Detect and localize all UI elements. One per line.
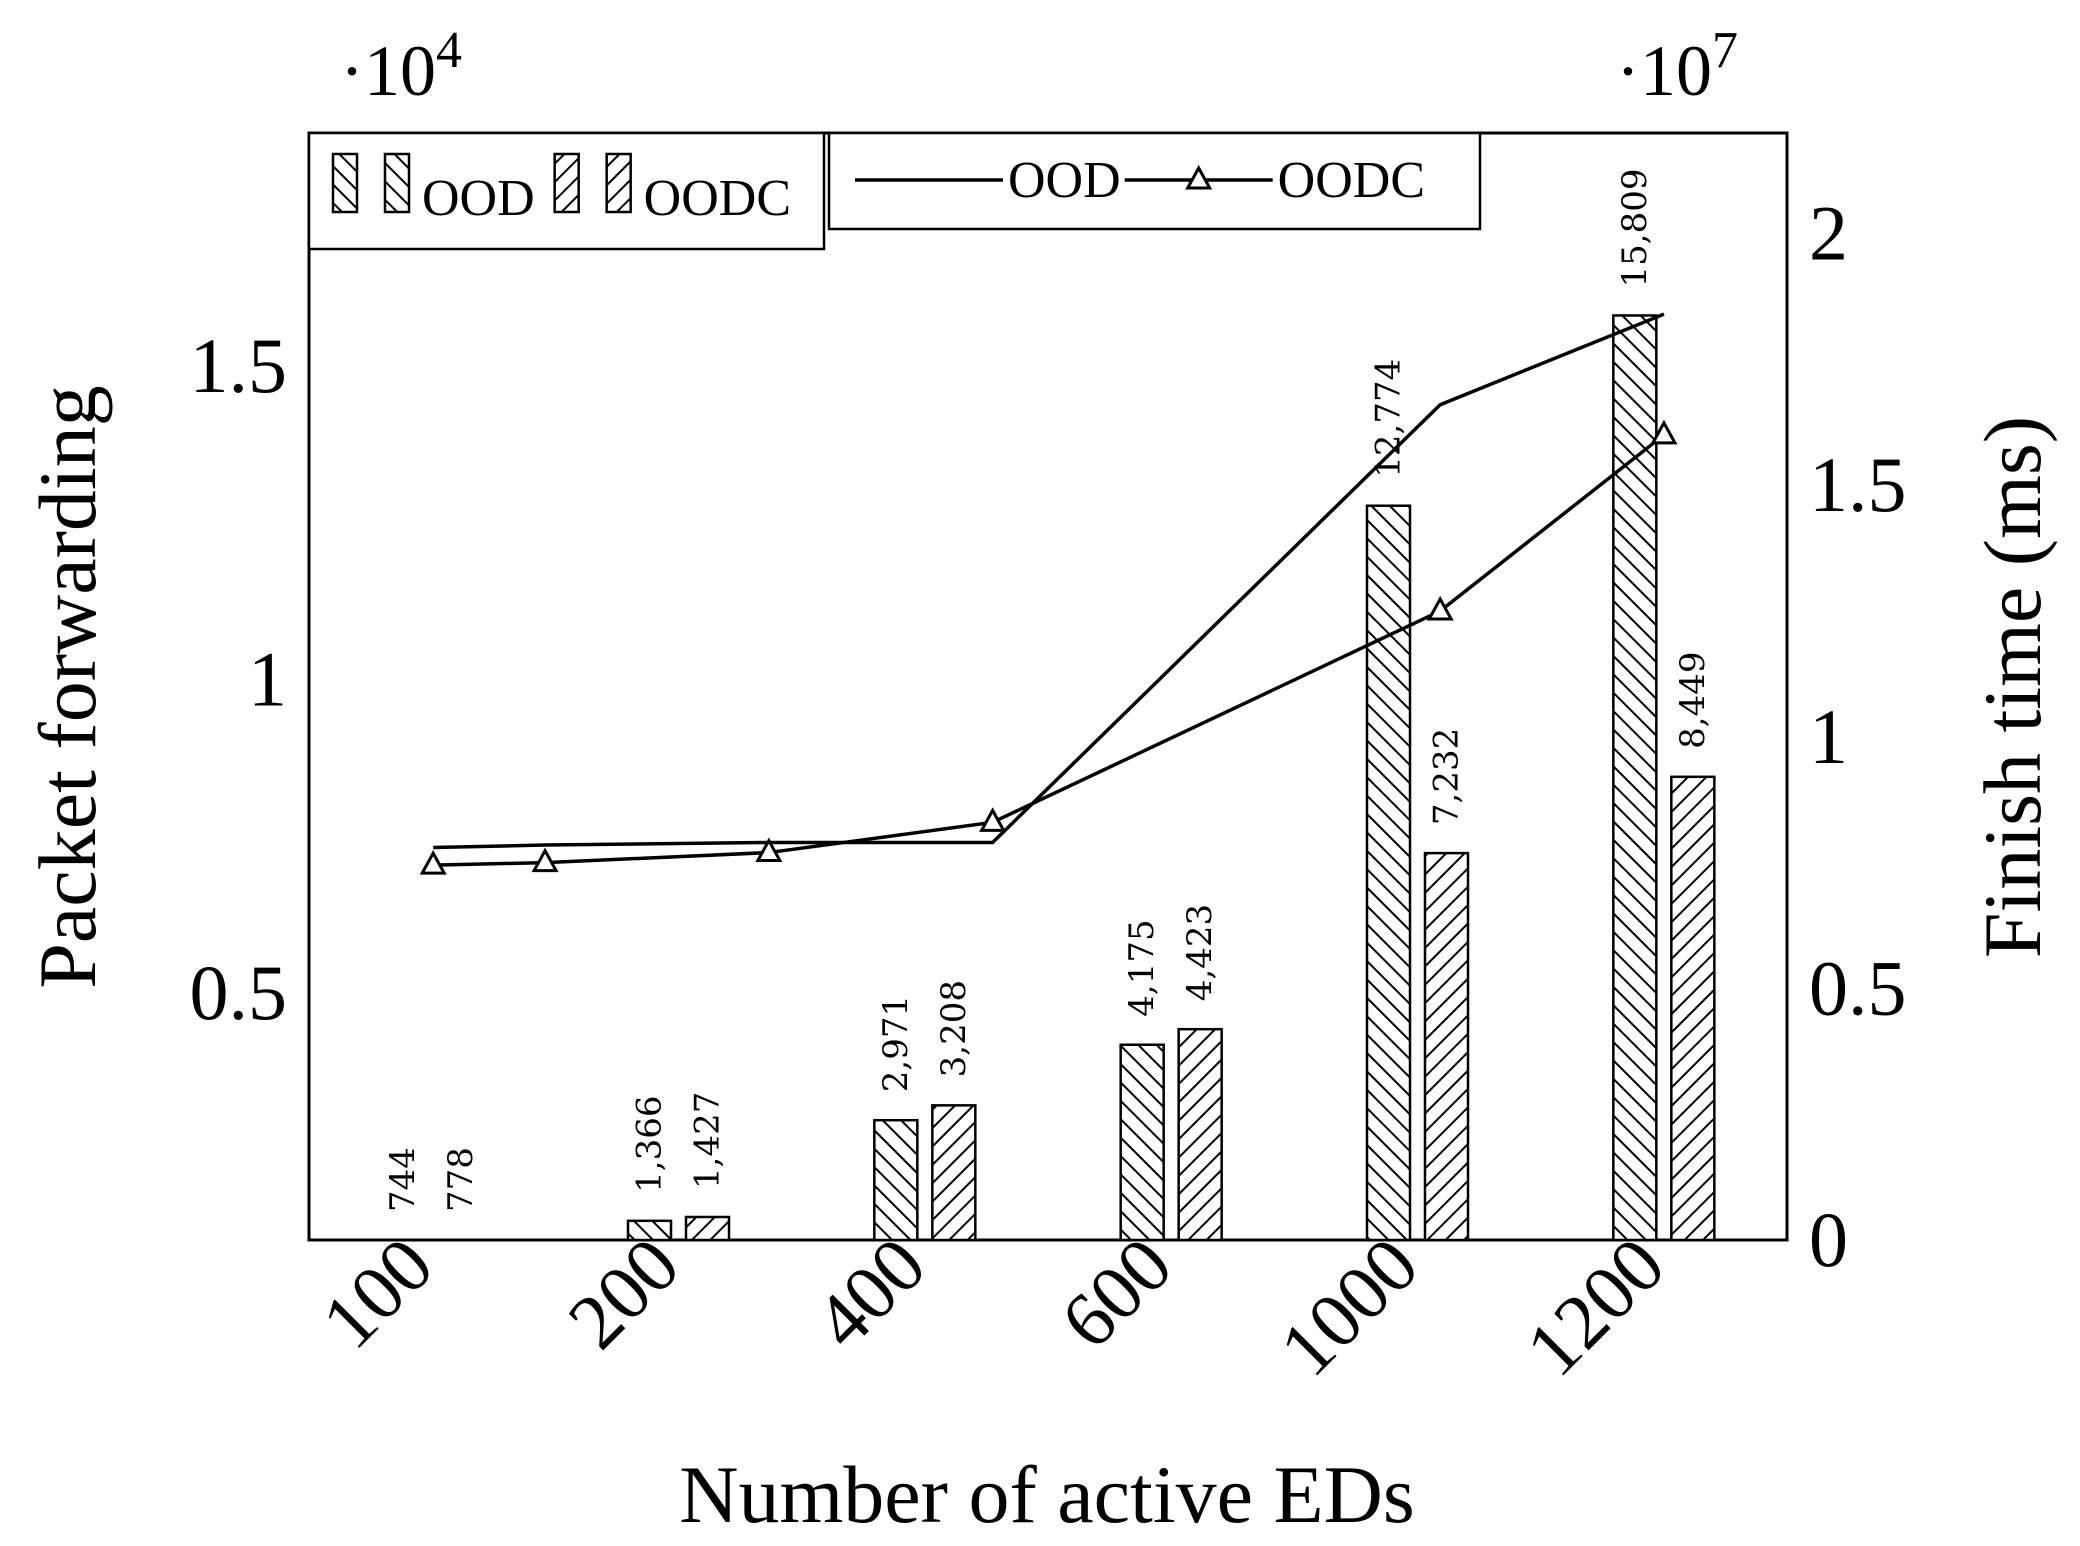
y2-multiplier-exp: 7	[1712, 22, 1738, 79]
bar	[873, 1118, 919, 1242]
y2-tick-label: 1	[1809, 693, 1848, 780]
y2-tick-label: 2	[1809, 190, 1848, 277]
legend-label: OOD	[1008, 152, 1121, 209]
data-label: 7,232	[1427, 728, 1467, 825]
bar	[1670, 775, 1716, 1242]
x-axis-title: Number of active EDs	[679, 1449, 1414, 1540]
bar	[1612, 314, 1658, 1242]
y2-tick-label: 1.5	[1809, 441, 1907, 528]
y-multiplier: ·104	[340, 22, 462, 111]
data-label: 15,809	[1615, 169, 1655, 288]
legend-label: OODC	[1278, 152, 1425, 209]
legend-swatch	[331, 152, 359, 214]
marker	[1650, 419, 1678, 445]
data-label: 4,423	[1180, 904, 1220, 1001]
data-label: 12,774	[1369, 359, 1409, 478]
y-multiplier-exp: 4	[436, 22, 462, 79]
bar	[931, 1104, 977, 1242]
y2-tick-label: 0.5	[1809, 944, 1907, 1031]
data-label: 778	[441, 1147, 481, 1212]
y-tick-label: 1.5	[190, 322, 288, 409]
data-label: 3,208	[934, 980, 974, 1077]
bar	[1365, 504, 1412, 1242]
marker	[1426, 595, 1454, 621]
x-tick-label: 100	[305, 1221, 449, 1365]
data-label: 2,971	[876, 995, 916, 1092]
legend-label: OODC	[644, 170, 791, 227]
y2-multiplier: ·107	[1616, 22, 1738, 111]
marker	[755, 837, 783, 863]
y-multiplier-base: ·10	[340, 31, 436, 111]
bar	[1423, 851, 1470, 1242]
y2-multiplier-base: ·10	[1616, 31, 1712, 111]
marker	[531, 847, 559, 873]
legend-swatch	[383, 152, 411, 214]
bar	[684, 1215, 731, 1242]
y2-tick-label: 0	[1809, 1196, 1848, 1283]
x-tick-label: 600	[1044, 1221, 1188, 1365]
x-tick-label: 1000	[1263, 1221, 1435, 1393]
x-tick-label: 200	[551, 1221, 695, 1365]
y-tick-label: 0.5	[190, 949, 288, 1036]
marker	[419, 850, 447, 875]
plot-frame	[307, 131, 1789, 1242]
legend-swatch	[553, 152, 580, 214]
legend-marker	[1185, 164, 1213, 190]
data-label: 4,175	[1122, 919, 1162, 1016]
y2-axis-title: Finish time (ms)	[1967, 416, 2058, 958]
line	[433, 312, 1665, 850]
legend-label: OOD	[422, 170, 535, 227]
y-axis-title: Packet forwarding	[22, 385, 113, 988]
x-tick-label: 400	[798, 1221, 942, 1365]
data-label: 1,366	[630, 1095, 670, 1192]
line	[433, 433, 1666, 867]
data-label: 1,427	[688, 1092, 728, 1189]
bar	[1119, 1043, 1165, 1242]
data-label: 8,449	[1673, 651, 1713, 748]
bar	[1177, 1027, 1223, 1242]
data-label: 744	[383, 1147, 423, 1212]
bar	[626, 1219, 673, 1242]
marker	[979, 807, 1007, 832]
y-tick-label: 1	[248, 636, 287, 723]
x-tick-label: 1200	[1509, 1221, 1681, 1393]
legend-swatch	[605, 152, 632, 214]
